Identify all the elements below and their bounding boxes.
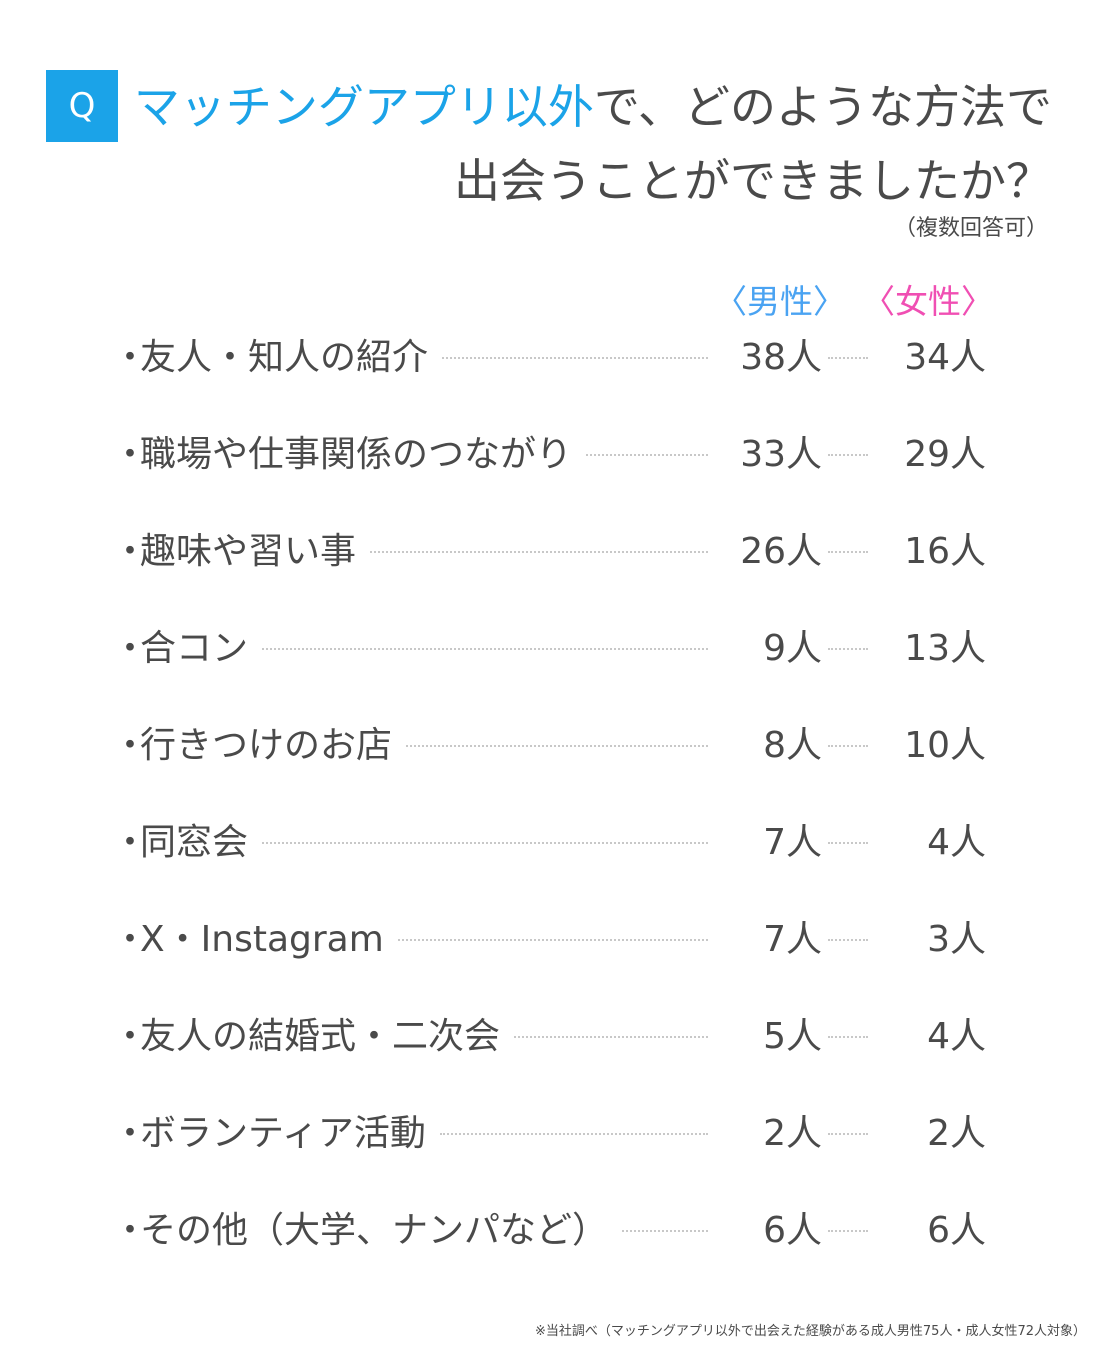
column-header-male: 〈男性〉	[714, 282, 846, 321]
female-count: 13人	[904, 628, 986, 669]
multiple-answer-note: （複数回答可）	[893, 216, 1048, 241]
female-count: 34人	[904, 337, 986, 378]
table-row: ・ X・Instagram 7人 3人	[112, 910, 992, 970]
row-label: ボランティア活動	[140, 1104, 440, 1164]
female-count: 4人	[927, 822, 986, 863]
table-row: ・職場や仕事関係のつながり 33人 29人	[112, 425, 992, 485]
dotted-leader	[262, 648, 708, 650]
dotted-leader	[406, 745, 708, 747]
dotted-leader	[398, 939, 708, 941]
table-row: ・友人・知人の紹介 38人 34人	[112, 328, 992, 388]
male-count: 33人	[740, 434, 822, 475]
table-row: ・合コン 9人 13人	[112, 619, 992, 679]
row-label: 行きつけのお店	[140, 716, 407, 776]
dotted-leader	[514, 1036, 708, 1038]
row-label: 職場や仕事関係のつながり	[140, 425, 587, 485]
survey-footnote: ※当社調べ（マッチングアプリ以外で出会えた経験がある成人男性75人・成人女性72…	[535, 1324, 1086, 1339]
female-count: 16人	[904, 531, 986, 572]
dotted-leader	[370, 551, 708, 553]
dotted-leader	[622, 1230, 708, 1232]
question-title-highlight: マッチングアプリ以外	[133, 80, 594, 134]
column-header-female: 〈女性〉	[862, 282, 994, 321]
male-count: 26人	[740, 531, 822, 572]
male-count: 9人	[763, 628, 822, 669]
dotted-leader-between	[828, 357, 868, 359]
dotted-leader-between	[828, 842, 868, 844]
dotted-leader-between	[828, 454, 868, 456]
male-count: 8人	[763, 725, 822, 766]
question-badge: Q	[46, 70, 118, 142]
table-row: ・その他（大学、ナンパなど） 6人 6人	[112, 1201, 992, 1261]
female-count: 3人	[927, 919, 986, 960]
row-label: 友人・知人の紹介	[140, 328, 443, 388]
male-count: 5人	[763, 1016, 822, 1057]
row-label: 友人の結婚式・二次会	[140, 1007, 515, 1067]
table-row: ・友人の結婚式・二次会 5人 4人	[112, 1007, 992, 1067]
question-title-line1: マッチングアプリ以外で、どのような方法で	[134, 70, 1052, 144]
dotted-leader-between	[828, 1230, 868, 1232]
dotted-leader	[442, 357, 708, 359]
dotted-leader	[586, 454, 708, 456]
dotted-leader-between	[828, 1036, 868, 1038]
female-count: 2人	[927, 1113, 986, 1154]
dotted-leader-between	[828, 745, 868, 747]
male-count: 38人	[740, 337, 822, 378]
question-title-line2: 出会うことができましたか？	[454, 154, 1052, 208]
dotted-leader	[262, 842, 708, 844]
dotted-leader-between	[828, 1133, 868, 1135]
male-count: 7人	[763, 919, 822, 960]
question-title: マッチングアプリ以外で、どのような方法で 出会うことができましたか？	[134, 70, 1052, 218]
row-label: X・Instagram	[140, 910, 398, 970]
table-row: ・行きつけのお店 8人 10人	[112, 716, 992, 776]
question-title-rest: で、どのような方法で	[593, 80, 1052, 134]
table-row: ・ボランティア活動 2人 2人	[112, 1104, 992, 1164]
row-label: 同窓会	[140, 813, 263, 873]
male-count: 2人	[763, 1113, 822, 1154]
dotted-leader-between	[828, 648, 868, 650]
female-count: 4人	[927, 1016, 986, 1057]
male-count: 6人	[763, 1210, 822, 1251]
female-count: 10人	[904, 725, 986, 766]
table-row: ・趣味や習い事 26人 16人	[112, 522, 992, 582]
dotted-leader	[440, 1133, 708, 1135]
table-row: ・同窓会 7人 4人	[112, 813, 992, 873]
dotted-leader-between	[828, 939, 868, 941]
dotted-leader-between	[828, 551, 868, 553]
row-label: 合コン	[140, 619, 263, 679]
row-label: 趣味や習い事	[140, 522, 371, 582]
male-count: 7人	[763, 822, 822, 863]
female-count: 29人	[904, 434, 986, 475]
female-count: 6人	[927, 1210, 986, 1251]
row-label: その他（大学、ナンパなど）	[140, 1201, 623, 1261]
